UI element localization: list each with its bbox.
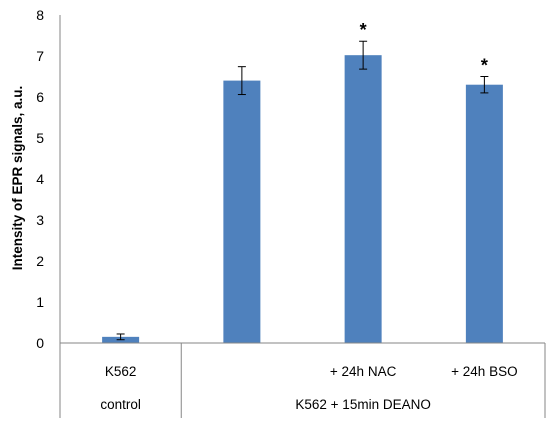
y-ticks: 0 1 2 3 4 5 6 7 8 — [36, 7, 44, 351]
y-tick-label: 2 — [36, 253, 44, 269]
category-labels: K562 + 24h NAC + 24h BSO control K562 + 15mi… — [59, 343, 546, 418]
group-label: control — [100, 397, 141, 412]
category-label: + 24h NAC — [330, 364, 397, 379]
significance-marker: * — [481, 56, 488, 76]
category-label: K562 — [105, 364, 137, 379]
y-axis-label: Intensity of EPR signals, a.u. — [10, 86, 25, 271]
y-tick-label: 4 — [36, 171, 44, 187]
y-tick-label: 7 — [36, 48, 44, 64]
significance-marker: * — [360, 20, 367, 40]
bars: ** — [102, 20, 503, 344]
bar — [465, 84, 503, 343]
group-label: K562 + 15min DEANO — [295, 397, 430, 412]
y-tick-label: 0 — [36, 335, 44, 351]
y-tick-label: 5 — [36, 130, 44, 146]
y-tick-label: 6 — [36, 89, 44, 105]
category-label: + 24h BSO — [451, 364, 517, 379]
y-tick-label: 8 — [36, 7, 44, 23]
y-tick-label: 3 — [36, 212, 44, 228]
axes — [59, 15, 545, 344]
bar — [344, 55, 382, 344]
y-tick-label: 1 — [36, 294, 44, 310]
bar — [223, 80, 261, 343]
